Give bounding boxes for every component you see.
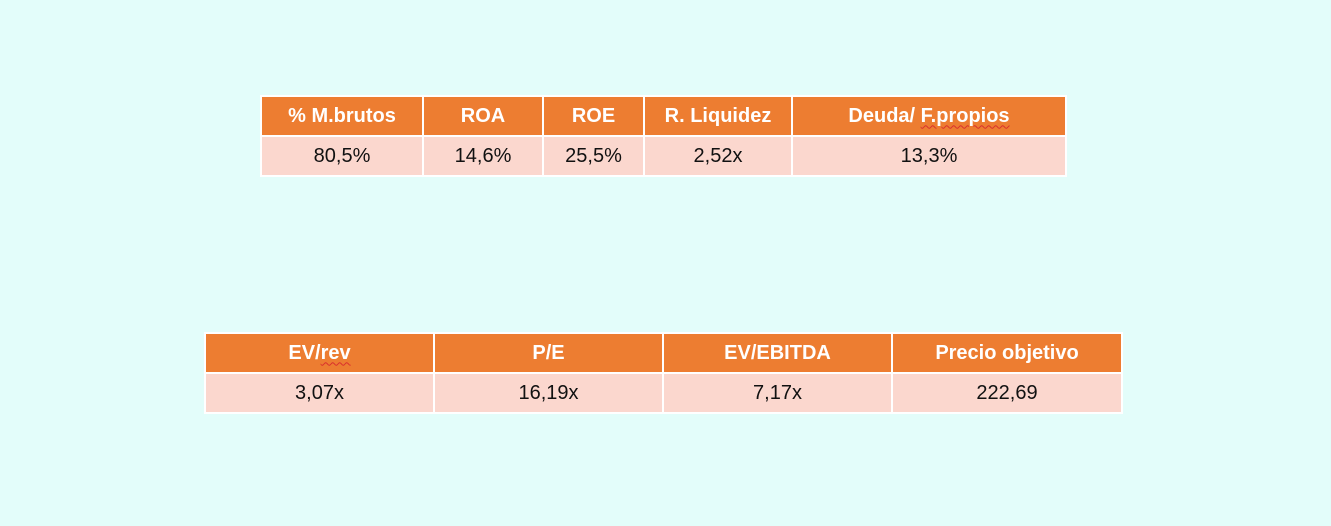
value-ev-revenue: 3,07x <box>204 372 435 414</box>
header-gross-margin: % M.brutos <box>260 95 424 137</box>
value-gross-margin: 80,5% <box>260 135 424 177</box>
header-roe: ROE <box>542 95 645 137</box>
financial-ratios-table: % M.brutos ROA ROE R. Liquidez Deuda/ F.… <box>260 95 1067 177</box>
header-liquidity-ratio: R. Liquidez <box>643 95 793 137</box>
value-target-price: 222,69 <box>891 372 1123 414</box>
value-ev-ebitda: 7,17x <box>662 372 893 414</box>
valuation-header-row: EV/rev P/E EV/EBITDA Precio objetivo <box>204 332 1123 374</box>
value-pe: 16,19x <box>433 372 664 414</box>
header-roa: ROA <box>422 95 544 137</box>
header-ev-ebitda: EV/EBITDA <box>662 332 893 374</box>
spellcheck-flagged-word: F.propios <box>920 104 1010 127</box>
header-pe: P/E <box>433 332 664 374</box>
header-debt-prefix: Deuda/ <box>848 104 921 127</box>
spellcheck-flagged-word: rev <box>320 341 351 364</box>
value-roa: 14,6% <box>422 135 544 177</box>
ratios-header-row: % M.brutos ROA ROE R. Liquidez Deuda/ F.… <box>260 95 1067 137</box>
header-ev-prefix: EV/ <box>288 341 321 364</box>
valuation-value-row: 3,07x 16,19x 7,17x 222,69 <box>204 372 1123 414</box>
header-debt-to-equity: Deuda/ F.propios <box>791 95 1067 137</box>
value-liquidity-ratio: 2,52x <box>643 135 793 177</box>
header-target-price: Precio objetivo <box>891 332 1123 374</box>
valuation-multiples-table: EV/rev P/E EV/EBITDA Precio objetivo 3,0… <box>204 332 1123 414</box>
ratios-value-row: 80,5% 14,6% 25,5% 2,52x 13,3% <box>260 135 1067 177</box>
value-debt-to-equity: 13,3% <box>791 135 1067 177</box>
value-roe: 25,5% <box>542 135 645 177</box>
header-ev-revenue: EV/rev <box>204 332 435 374</box>
